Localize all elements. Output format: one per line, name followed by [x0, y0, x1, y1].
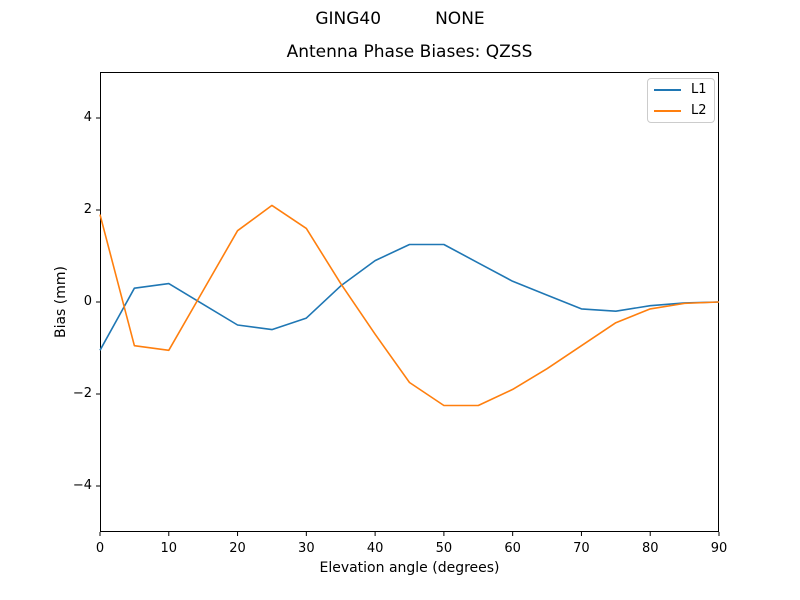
- legend-entry-l1: L1: [648, 81, 714, 99]
- plot-canvas: [96, 72, 720, 536]
- legend-line-sample-l1: [654, 89, 681, 92]
- x-axis-label: Elevation angle (degrees): [319, 560, 500, 576]
- legend: L1 L2: [647, 78, 715, 123]
- x-tick-label: 80: [641, 541, 659, 556]
- figure-suptitle: GING40 NONE: [315, 9, 485, 29]
- y-tick-label: 2: [83, 202, 92, 217]
- line-l2: [99, 204, 720, 407]
- x-tick-label: 10: [160, 541, 178, 556]
- legend-entry-l2: L2: [648, 102, 714, 120]
- y-axis-label: Bias (mm): [53, 265, 69, 339]
- legend-label-l1: L1: [691, 82, 707, 98]
- plot-area: [96, 72, 720, 536]
- line-l1: [99, 243, 720, 351]
- legend-label-l2: L2: [691, 102, 707, 118]
- x-tick-label: 0: [95, 541, 105, 556]
- y-tick-label: 4: [83, 110, 92, 125]
- axes-frame: [100, 72, 719, 532]
- x-tick-label: 90: [710, 541, 728, 556]
- x-tick-label: 30: [298, 541, 315, 556]
- y-tick-label: −4: [72, 478, 92, 493]
- x-tick-label: 40: [366, 541, 384, 556]
- y-tick-label: −2: [72, 386, 92, 401]
- x-tick-label: 60: [504, 541, 521, 556]
- chart-title: Antenna Phase Biases: QZSS: [286, 42, 533, 62]
- legend-line-sample-l2: [654, 109, 681, 112]
- y-tick-label: 0: [83, 294, 92, 309]
- x-tick-label: 70: [573, 541, 590, 556]
- x-tick-label: 20: [229, 541, 246, 556]
- x-tick-label: 50: [435, 541, 453, 556]
